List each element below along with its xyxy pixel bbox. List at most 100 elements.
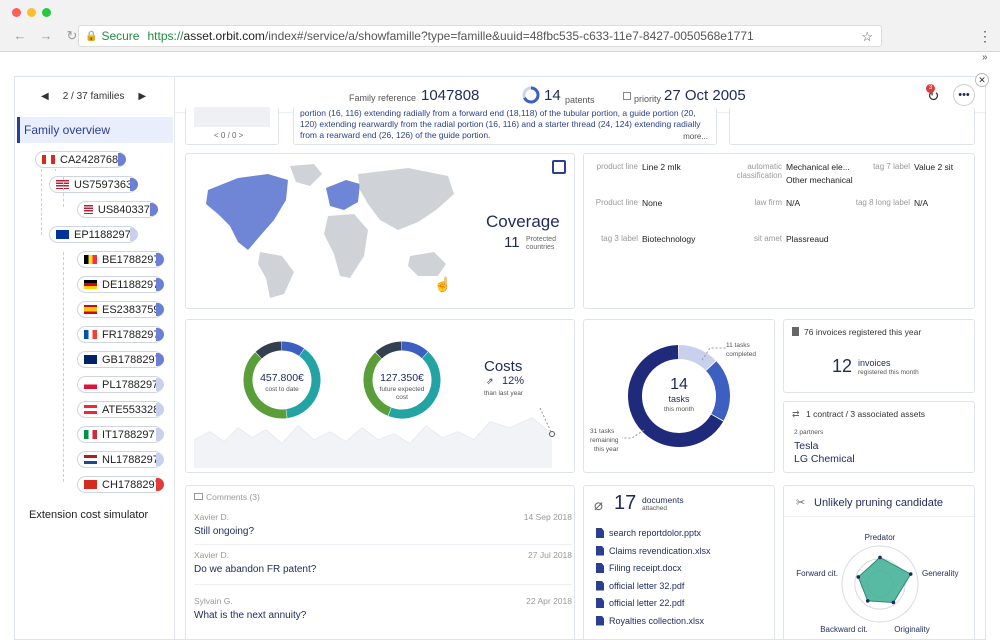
patent-node-label: NL1788297	[102, 453, 159, 466]
radar-axis-label: Backward cit.	[820, 625, 868, 634]
patent-node-label: CA2428768	[60, 153, 119, 166]
patent-node-nl1788297[interactable]: NL1788297	[77, 451, 164, 468]
reload-icon[interactable]: ↻	[66, 28, 78, 43]
document-name: Claims revendication.xlsx	[609, 545, 711, 556]
file-icon	[596, 598, 604, 608]
expand-map-icon[interactable]	[552, 160, 566, 174]
world-map	[206, 164, 454, 298]
patents-count: 14	[544, 87, 561, 104]
tasks-donut	[622, 345, 730, 447]
patent-node-de1188297[interactable]: DE1188297	[77, 276, 164, 293]
bookmark-star-icon[interactable]: ☆	[861, 29, 873, 44]
patent-node-ep1188297[interactable]: EP1188297	[49, 226, 138, 243]
carousel-image	[194, 107, 270, 127]
cost-trend-leader	[539, 407, 553, 435]
partner-1[interactable]: Tesla	[794, 440, 819, 452]
patent-node-fr1788297[interactable]: FR1788297	[77, 326, 164, 343]
carousel-pager[interactable]: < 0 / 0 >	[214, 131, 244, 140]
detail-value: N/A	[786, 198, 801, 208]
patent-node-ch1788297[interactable]: CH1788297	[77, 476, 164, 493]
invoices-sub: registered this month	[858, 369, 919, 376]
patent-node-es2383759[interactable]: ES2383759	[77, 301, 164, 318]
close-modal-button[interactable]: ✕	[975, 73, 989, 87]
maximize-window-button[interactable]	[42, 8, 51, 17]
more-options-button[interactable]: •••	[953, 84, 975, 106]
prev-family-icon[interactable]: ◀	[41, 91, 49, 102]
detail-value: N/A	[914, 198, 929, 208]
abstract-card: portion (16, 116) extending radially fro…	[293, 107, 717, 145]
comment-item[interactable]: Sylvain G. 22 Apr 2018 What is the next …	[194, 596, 572, 621]
tree-connector	[55, 169, 56, 171]
coverage-count: 11	[504, 234, 520, 251]
tasks-completed-count: 11 tasks	[726, 342, 750, 349]
es-flag-icon	[84, 305, 97, 314]
patent-node-ate553328[interactable]: ATE553328	[77, 401, 164, 418]
detail-value-secondary: Other mechanical	[786, 175, 853, 185]
tasks-completed-label: completed	[726, 351, 756, 358]
patent-node-gb1788297[interactable]: GB1788297	[77, 351, 164, 368]
map-north-america	[206, 174, 288, 250]
tasks-sub: this month	[664, 406, 694, 413]
detail-label: product line	[596, 162, 638, 171]
patent-node-pl1788297[interactable]: PL1788297	[77, 376, 164, 393]
patent-node-label: ES2383759	[102, 303, 160, 316]
document-item[interactable]: official letter 22.pdf	[596, 598, 684, 608]
ch-flag-icon	[84, 480, 97, 489]
patent-node-us8403372[interactable]: US8403372	[77, 201, 158, 218]
document-name: official letter 32.pdf	[609, 580, 685, 591]
future-cost-label-2: cost	[396, 394, 408, 401]
forward-arrow-icon[interactable]: →	[39, 28, 53, 43]
family-overview-tab[interactable]: Family overview	[17, 117, 173, 143]
file-icon	[596, 580, 604, 591]
detail-label: law firm	[754, 198, 782, 207]
patent-node-it1788297[interactable]: IT1788297	[77, 426, 164, 443]
comments-card: Comments (3) Xavier D. 14 Sep 2018 Still…	[185, 485, 575, 639]
partner-2[interactable]: LG Chemical	[794, 453, 855, 465]
patent-node-us7597363[interactable]: US7597363	[49, 176, 138, 193]
document-item[interactable]: official letter 32.pdf	[596, 580, 685, 591]
comment-item[interactable]: Xavier D. 27 Jul 2018 Do we abandon FR p…	[194, 550, 572, 575]
comment-item[interactable]: Xavier D. 14 Sep 2018 Still ongoing?	[194, 512, 572, 537]
radar-axis-label: Generality	[922, 569, 958, 578]
document-item[interactable]: search reportdolor.pptx	[596, 528, 701, 538]
contracts-header: 1 contract / 3 associated assets	[806, 409, 926, 419]
ca-flag-icon	[42, 155, 55, 164]
patent-status-indicator	[156, 328, 164, 341]
document-name: Filing receipt.docx	[609, 563, 682, 573]
radar-area	[857, 556, 912, 603]
patent-status-indicator	[156, 378, 164, 391]
minimize-window-button[interactable]	[27, 8, 36, 17]
pruning-title: Unlikely pruning candidate	[814, 497, 944, 509]
priority-label: priority	[634, 94, 662, 104]
calendar-icon	[623, 92, 631, 100]
document-item[interactable]: Claims revendication.xlsx	[596, 545, 711, 556]
address-bar[interactable]: 🔒 Secure https://asset.orbit.com/index#/…	[78, 25, 882, 47]
file-icon	[596, 563, 604, 573]
detail-value: Value 2 sit	[914, 162, 954, 172]
next-family-icon[interactable]: ▶	[138, 91, 147, 102]
patent-node-be1788297[interactable]: BE1788297	[77, 251, 164, 268]
comment-date: 14 Sep 2018	[523, 512, 572, 522]
tree-connector	[41, 169, 42, 235]
extensions-overflow-icon[interactable]: »	[982, 52, 988, 63]
donut-segment-teal	[285, 348, 321, 419]
document-item[interactable]: Royalties collection.xlsx	[596, 615, 704, 626]
browser-menu-icon[interactable]: ⋮	[978, 28, 992, 44]
scissors-icon: ✂	[796, 497, 806, 509]
patent-status-indicator	[156, 278, 164, 291]
close-window-button[interactable]	[12, 8, 21, 17]
donut-segment-blue	[281, 341, 305, 357]
extension-cost-simulator-link[interactable]: Extension cost simulator	[29, 509, 149, 521]
detail-value: Line 2 mlk	[642, 162, 681, 172]
radar-axis-label: Originality	[894, 625, 930, 634]
invoices-count: 12	[832, 356, 853, 376]
document-item[interactable]: Filing receipt.docx	[596, 563, 682, 573]
de-flag-icon	[84, 280, 97, 289]
abstract-more-link[interactable]: more...	[683, 132, 708, 141]
family-pager: ◀ 2 / 37 families ▶	[41, 91, 146, 102]
map-africa	[324, 214, 368, 278]
back-arrow-icon[interactable]: ←	[13, 28, 27, 43]
tasks-label: tasks	[668, 394, 690, 404]
patent-node-ca2428768[interactable]: CA2428768	[35, 151, 126, 168]
costs-pct-label: than last year	[484, 390, 524, 397]
